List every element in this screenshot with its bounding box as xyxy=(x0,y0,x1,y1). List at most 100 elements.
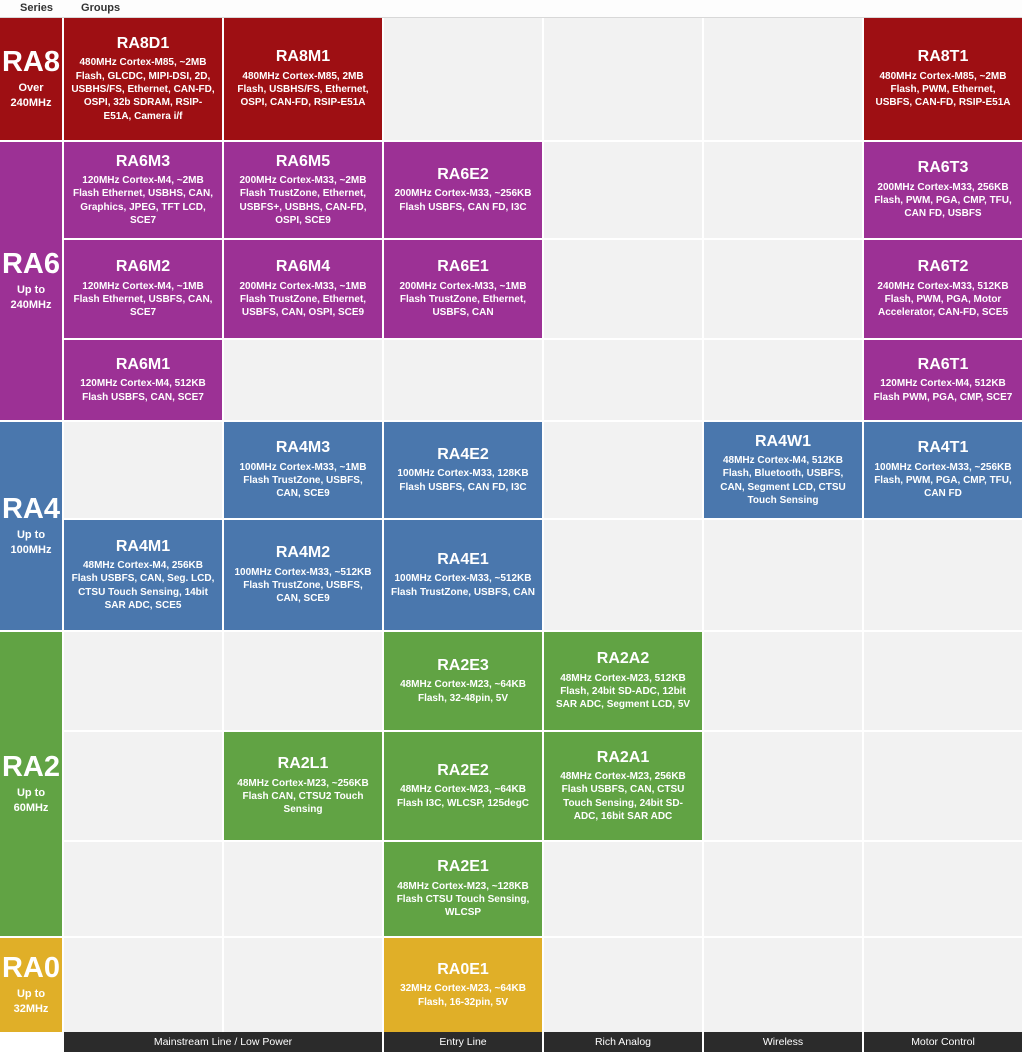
series-title: RA6 xyxy=(1,248,60,281)
product-cell-ra6t2[interactable]: RA6T2 240MHz Cortex-M33, 512KB Flash, PWM… xyxy=(864,240,1022,338)
product-cell-ra2e1[interactable]: RA2E1 48MHz Cortex-M23, ~128KB Flash CTSU… xyxy=(384,842,542,936)
product-cell-ra6t3[interactable]: RA6T3 200MHz Cortex-M33, 256KB Flash, PWM… xyxy=(864,142,1022,238)
product-cell-ra8d1[interactable]: RA8D1 480MHz Cortex-M85, ~2MB Flash, GLCD… xyxy=(64,18,222,140)
product-title: RA8D1 xyxy=(116,35,170,53)
series-title: RA8 xyxy=(1,46,60,79)
series-frequency: Over 240MHz xyxy=(10,82,52,109)
series-label-ra4[interactable]: RA4 Up to 100MHz xyxy=(0,422,62,630)
product-cell-ra4m1[interactable]: RA4M1 48MHz Cortex-M4, 256KB Flash USBFS,… xyxy=(64,520,222,630)
product-cell-ra8t1[interactable]: RA8T1 480MHz Cortex-M85, ~2MB Flash, PWM,… xyxy=(864,18,1022,140)
product-description: 100MHz Cortex-M33, 128KB Flash USBFS, CA… xyxy=(397,468,529,493)
product-title: RA2A2 xyxy=(596,650,650,668)
product-title: RA4E1 xyxy=(437,551,489,568)
product-cell-ra6t1[interactable]: RA6T1 120MHz Cortex-M4, 512KB Flash PWM, … xyxy=(864,340,1022,420)
series-title: RA2 xyxy=(1,751,60,784)
empty-cell xyxy=(224,842,382,936)
product-description: 200MHz Cortex-M33, ~1MB Flash TrustZone,… xyxy=(399,280,527,319)
footer-spacer xyxy=(0,1032,62,1052)
product-cell-ra8m1[interactable]: RA8M1 480MHz Cortex-M85, 2MB Flash, USBHS… xyxy=(224,18,382,140)
empty-cell xyxy=(704,732,862,840)
product-cell-ra6m5[interactable]: RA6M5 200MHz Cortex-M33, ~2MB Flash Trust… xyxy=(224,142,382,238)
lineup-grid: RA8 Over 240MHz RA6 Up to 240MHz RA4 Up to 10… xyxy=(0,18,1022,1032)
empty-cell xyxy=(544,240,702,338)
empty-cell xyxy=(544,842,702,936)
empty-cell xyxy=(224,340,382,420)
product-cell-ra2l1[interactable]: RA2L1 48MHz Cortex-M23, ~256KB Flash CAN,… xyxy=(224,732,382,840)
product-title: RA6E2 xyxy=(437,166,489,183)
series-label-ra2[interactable]: RA2 Up to 60MHz xyxy=(0,632,62,936)
series-title: RA4 xyxy=(1,493,60,526)
product-title: RA0E1 xyxy=(437,961,489,978)
series-frequency: Up to 32MHz xyxy=(13,988,49,1015)
series-frequency: Up to 60MHz xyxy=(13,787,49,814)
empty-cell xyxy=(704,520,862,630)
product-cell-ra4e1[interactable]: RA4E1 100MHz Cortex-M33, ~512KB Flash Tru… xyxy=(384,520,542,630)
product-cell-ra6m4[interactable]: RA6M4 200MHz Cortex-M33, ~1MB Flash Trust… xyxy=(224,240,382,338)
product-cell-ra4m3[interactable]: RA4M3 100MHz Cortex-M33, ~1MB Flash Trust… xyxy=(224,422,382,518)
product-title: RA2L1 xyxy=(277,755,329,773)
product-description: 100MHz Cortex-M33, ~256KB Flash, PWM, PG… xyxy=(874,461,1012,500)
empty-cell xyxy=(384,18,542,140)
product-title: RA6T2 xyxy=(917,258,969,276)
empty-cell xyxy=(544,142,702,238)
product-cell-ra4m2[interactable]: RA4M2 100MHz Cortex-M33, ~512KB Flash Tru… xyxy=(224,520,382,630)
product-cell-ra2e3[interactable]: RA2E3 48MHz Cortex-M23, ~64KB Flash, 32-4… xyxy=(384,632,542,730)
product-title: RA6T1 xyxy=(917,356,969,373)
product-description: 48MHz Cortex-M23, ~256KB Flash CAN, CTSU… xyxy=(237,777,369,816)
product-description: 48MHz Cortex-M4, 256KB Flash USBFS, CAN,… xyxy=(71,560,215,611)
product-description: 120MHz Cortex-M4, ~2MB Flash Ethernet, U… xyxy=(72,175,214,226)
product-title: RA2A1 xyxy=(596,748,650,766)
product-cell-ra2e2[interactable]: RA2E2 48MHz Cortex-M23, ~64KB Flash I3C, … xyxy=(384,732,542,840)
product-description: 48MHz Cortex-M23, 512KB Flash, 24bit SD-… xyxy=(555,672,691,711)
product-cell-ra6m1[interactable]: RA6M1 120MHz Cortex-M4, 512KB Flash USBFS… xyxy=(64,340,222,420)
empty-cell xyxy=(704,18,862,140)
empty-cell xyxy=(864,938,1022,1032)
product-cell-ra4t1[interactable]: RA4T1 100MHz Cortex-M33, ~256KB Flash, PW… xyxy=(864,422,1022,518)
empty-cell xyxy=(704,938,862,1032)
product-description: 200MHz Cortex-M33, ~2MB Flash TrustZone,… xyxy=(239,175,367,226)
product-description: 480MHz Cortex-M85, 2MB Flash, USBHS/FS, … xyxy=(237,70,369,109)
series-label-ra0[interactable]: RA0 Up to 32MHz xyxy=(0,938,62,1032)
tab-series[interactable]: Series xyxy=(20,2,54,14)
group-label-motor-control: Motor Control xyxy=(864,1032,1022,1052)
product-cell-ra4e2[interactable]: RA4E2 100MHz Cortex-M33, 128KB Flash USBF… xyxy=(384,422,542,518)
product-title: RA4W1 xyxy=(754,432,811,450)
product-cell-ra2a2[interactable]: RA2A2 48MHz Cortex-M23, 512KB Flash, 24bi… xyxy=(544,632,702,730)
series-frequency: Up to 240MHz xyxy=(10,284,52,311)
empty-cell xyxy=(224,938,382,1032)
tab-groups[interactable]: Groups xyxy=(81,2,121,14)
product-description: 200MHz Cortex-M33, ~256KB Flash USBFS, C… xyxy=(394,188,532,213)
product-title: RA4M3 xyxy=(275,439,331,457)
empty-cell xyxy=(544,422,702,518)
tab-bar: Series Groups xyxy=(0,0,1022,18)
empty-cell xyxy=(704,632,862,730)
empty-cell xyxy=(864,732,1022,840)
product-title: RA6M5 xyxy=(275,152,331,170)
product-title: RA6E1 xyxy=(437,258,489,276)
group-footer: Mainstream Line / Low Power Entry Line Ric… xyxy=(0,1032,1022,1052)
product-cell-ra6e2[interactable]: RA6E2 200MHz Cortex-M33, ~256KB Flash USB… xyxy=(384,142,542,238)
product-title: RA8M1 xyxy=(275,48,331,66)
empty-cell xyxy=(864,520,1022,630)
product-description: 48MHz Cortex-M23, ~128KB Flash CTSU Touc… xyxy=(396,880,530,919)
product-cell-ra0e1[interactable]: RA0E1 32MHz Cortex-M23, ~64KB Flash, 16-3… xyxy=(384,938,542,1032)
series-label-ra8[interactable]: RA8 Over 240MHz xyxy=(0,18,62,140)
product-description: 120MHz Cortex-M4, ~1MB Flash Ethernet, U… xyxy=(73,280,213,319)
product-description: 100MHz Cortex-M33, ~1MB Flash TrustZone,… xyxy=(239,461,367,500)
product-title: RA8T1 xyxy=(917,48,969,66)
product-cell-ra6e1[interactable]: RA6E1 200MHz Cortex-M33, ~1MB Flash Trust… xyxy=(384,240,542,338)
product-description: 480MHz Cortex-M85, ~2MB Flash, GLCDC, MI… xyxy=(71,57,215,122)
product-cell-ra4w1[interactable]: RA4W1 48MHz Cortex-M4, 512KB Flash, Bluet… xyxy=(704,422,862,518)
empty-cell xyxy=(64,732,222,840)
product-description: 48MHz Cortex-M23, 256KB Flash USBFS, CAN… xyxy=(560,771,686,822)
empty-cell xyxy=(384,340,542,420)
product-cell-ra6m3[interactable]: RA6M3 120MHz Cortex-M4, ~2MB Flash Ethern… xyxy=(64,142,222,238)
product-title: RA2E1 xyxy=(437,858,489,876)
empty-cell xyxy=(64,842,222,936)
empty-cell xyxy=(704,240,862,338)
group-label-entry-line: Entry Line xyxy=(384,1032,542,1052)
product-cell-ra2a1[interactable]: RA2A1 48MHz Cortex-M23, 256KB Flash USBFS… xyxy=(544,732,702,840)
product-cell-ra6m2[interactable]: RA6M2 120MHz Cortex-M4, ~1MB Flash Ethern… xyxy=(64,240,222,338)
series-label-ra6[interactable]: RA6 Up to 240MHz xyxy=(0,142,62,420)
product-title: RA4M1 xyxy=(115,537,171,555)
